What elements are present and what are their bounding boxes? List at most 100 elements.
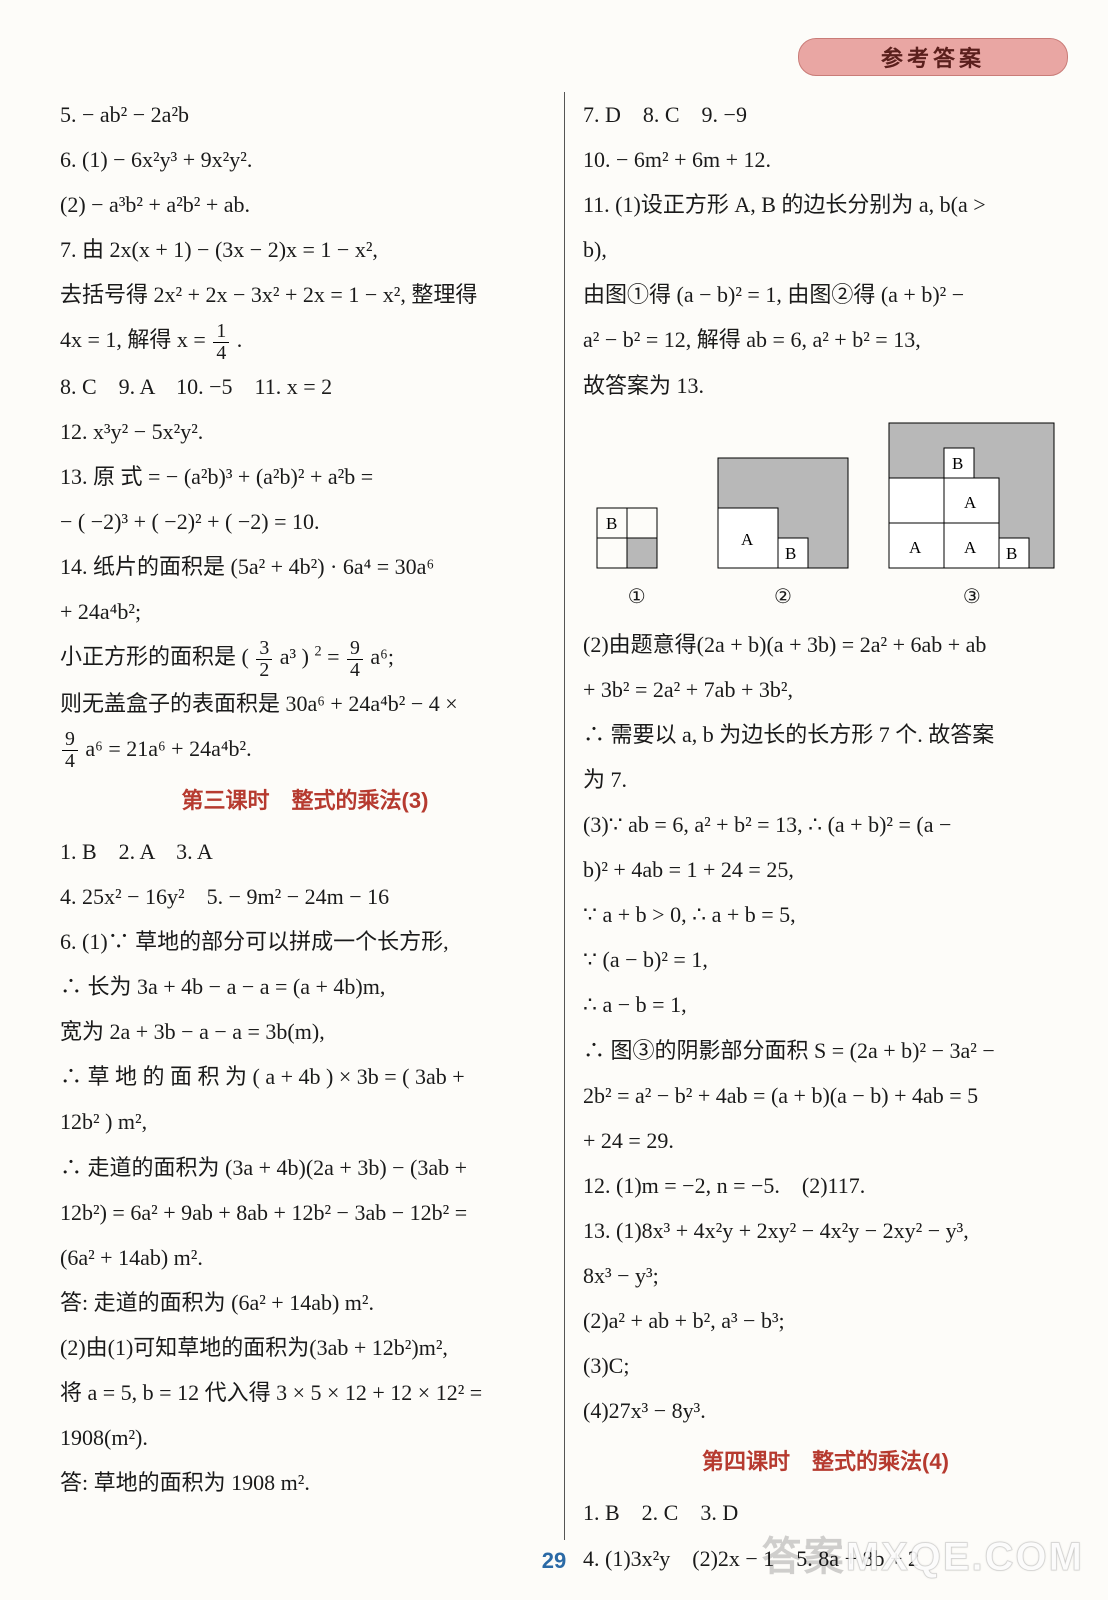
text-line: ∵ a + b > 0, ∴ a + b = 5,: [583, 892, 1068, 937]
text-line: 14. 纸片的面积是 (5a² + 4b²) · 6a⁴ = 30a⁶: [60, 544, 550, 589]
label-A: A: [741, 530, 754, 549]
text-line: 4. 25x² − 16y² 5. − 9m² − 24m − 16: [60, 874, 550, 919]
text-line: 94 a⁶ = 21a⁶ + 24a⁴b².: [60, 726, 550, 772]
text-line: 12b²) = 6a² + 9ab + 8ab + 12b² − 3ab − 1…: [60, 1190, 550, 1235]
fraction: 94: [347, 638, 363, 681]
text-line: 6. (1) − 6x²y³ + 9x²y².: [60, 137, 550, 182]
page-body: 5. − ab² − 2a²b 6. (1) − 6x²y³ + 9x²y². …: [60, 92, 1068, 1540]
text-line: b)² + 4ab = 1 + 24 = 25,: [583, 847, 1068, 892]
denominator: 4: [347, 660, 363, 681]
watermark: 答案MXQE.COM: [762, 1524, 1084, 1582]
text-line: 去括号得 2x² + 2x − 3x² + 2x = 1 − x², 整理得: [60, 272, 550, 317]
label-B: B: [606, 514, 617, 533]
fraction: 94: [62, 729, 78, 772]
label-A: A: [964, 493, 977, 512]
text-line: 4x = 1, 解得 x = 14 .: [60, 317, 550, 363]
text-frag: 小正方形的面积是: [60, 644, 242, 669]
label-B: B: [952, 454, 963, 473]
superscript: 2: [314, 644, 321, 660]
text-line: ∴ a − b = 1,: [583, 982, 1068, 1027]
text-frag: a³: [280, 644, 296, 669]
text-line: 答: 走道的面积为 (6a² + 14ab) m².: [60, 1280, 550, 1325]
text-line: 为 7.: [583, 757, 1068, 802]
figure-2: A B ②: [713, 453, 853, 618]
text-line: (2)由(1)可知草地的面积为(3ab + 12b²)m²,: [60, 1325, 550, 1370]
text-line: ∴ 草 地 的 面 积 为 ( a + 4b ) × 3b = ( 3ab +: [60, 1054, 550, 1099]
text-line: ∵ (a − b)² = 1,: [583, 937, 1068, 982]
figure-row: B ① A B ②: [583, 418, 1068, 618]
figure-label: ③: [963, 577, 981, 618]
text-line: (6a² + 14ab) m².: [60, 1235, 550, 1280]
text-line: 1. B 2. A 3. A: [60, 829, 550, 874]
text-frag: =: [327, 644, 345, 669]
text-line: b),: [583, 227, 1068, 272]
text-frag: (: [242, 644, 249, 669]
text-frag: a⁶ = 21a⁶ + 24a⁴b².: [85, 736, 251, 761]
text-line: 6. (1)∵ 草地的部分可以拼成一个长方形,: [60, 919, 550, 964]
text-line: (3)C;: [583, 1343, 1068, 1388]
text-line: 13. (1)8x³ + 4x²y + 2xy² − 4x²y − 2xy² −…: [583, 1208, 1068, 1253]
figure-1: B ①: [592, 483, 682, 618]
numerator: 9: [62, 729, 78, 751]
text-frag: a⁶;: [370, 644, 394, 669]
fraction: 32: [256, 638, 272, 681]
denominator: 4: [213, 343, 229, 364]
text-line: ∴ 走道的面积为 (3a + 4b)(2a + 3b) − (3ab +: [60, 1145, 550, 1190]
label-B: B: [1006, 544, 1017, 563]
numerator: 9: [347, 638, 363, 660]
diagram-3: B A A A B: [884, 418, 1059, 573]
denominator: 4: [62, 751, 78, 772]
label-A: A: [964, 538, 977, 557]
text-line: 由图①得 (a − b)² = 1, 由图②得 (a + b)² −: [583, 272, 1068, 317]
text-line: 1908(m²).: [60, 1415, 550, 1460]
text-line: + 24a⁴b²;: [60, 589, 550, 634]
text-line: 答: 草地的面积为 1908 m².: [60, 1460, 550, 1505]
text-line: 12b² ) m²,: [60, 1099, 550, 1144]
section-title-3: 第三课时 整式的乘法(3): [60, 778, 550, 823]
figure-label: ①: [628, 577, 646, 618]
text-line: (2) − a³b² + a²b² + ab.: [60, 182, 550, 227]
fraction: 14: [213, 321, 229, 364]
label-B: B: [785, 544, 796, 563]
left-column: 5. − ab² − 2a²b 6. (1) − 6x²y³ + 9x²y². …: [60, 92, 564, 1540]
watermark-right: MXQE.COM: [846, 1535, 1084, 1579]
text-line: (3)∵ ab = 6, a² + b² = 13, ∴ (a + b)² = …: [583, 802, 1068, 847]
text-line: 13. 原 式 = − (a²b)³ + (a²b)² + a²b =: [60, 454, 550, 499]
denominator: 2: [256, 660, 272, 681]
text-line: + 24 = 29.: [583, 1118, 1068, 1163]
text-line: 7. D 8. C 9. −9: [583, 92, 1068, 137]
text-line: 11. (1)设正方形 A, B 的边长分别为 a, b(a >: [583, 182, 1068, 227]
text-line: 将 a = 5, b = 12 代入得 3 × 5 × 12 + 12 × 12…: [60, 1370, 550, 1415]
text-line: 8. C 9. A 10. −5 11. x = 2: [60, 364, 550, 409]
text-frag: 4x = 1, 解得 x =: [60, 327, 211, 352]
watermark-left: 答案: [762, 1535, 846, 1579]
text-line: 小正方形的面积是 ( 32 a³ ) 2 = 94 a⁶;: [60, 634, 550, 680]
text-line: 8x³ − y³;: [583, 1253, 1068, 1298]
text-line: 5. − ab² − 2a²b: [60, 92, 550, 137]
text-line: 则无盖盒子的表面积是 30a⁶ + 24a⁴b² − 4 ×: [60, 681, 550, 726]
figure-label: ②: [774, 577, 792, 618]
text-line: 故答案为 13.: [583, 363, 1068, 408]
text-line: (2)由题意得(2a + b)(a + 3b) = 2a² + 6ab + ab: [583, 622, 1068, 667]
figure-3: B A A A B ③: [884, 418, 1059, 618]
text-line: (2)a² + ab + b², a³ − b³;: [583, 1298, 1068, 1343]
text-line: 10. − 6m² + 6m + 12.: [583, 137, 1068, 182]
text-line: − ( −2)³ + ( −2)² + ( −2) = 10.: [60, 499, 550, 544]
text-line: 12. x³y² − 5x²y².: [60, 409, 550, 454]
section-title-4: 第四课时 整式的乘法(4): [583, 1439, 1068, 1484]
text-line: 2b² = a² − b² + 4ab = (a + b)(a − b) + 4…: [583, 1073, 1068, 1118]
answer-key-badge: 参考答案: [798, 38, 1068, 76]
diagram-1: B: [592, 483, 682, 573]
text-frag: .: [237, 327, 243, 352]
text-line: a² − b² = 12, 解得 ab = 6, a² + b² = 13,: [583, 317, 1068, 362]
text-line: + 3b² = 2a² + 7ab + 3b²,: [583, 667, 1068, 712]
text-frag: ): [302, 644, 309, 669]
text-line: ∴ 需要以 a, b 为边长的长方形 7 个. 故答案: [583, 712, 1068, 757]
text-line: 7. 由 2x(x + 1) − (3x − 2)x = 1 − x²,: [60, 227, 550, 272]
numerator: 3: [256, 638, 272, 660]
text-line: 12. (1)m = −2, n = −5. (2)117.: [583, 1163, 1068, 1208]
right-column: 7. D 8. C 9. −9 10. − 6m² + 6m + 12. 11.…: [564, 92, 1068, 1540]
text-line: ∴ 图③的阴影部分面积 S = (2a + b)² − 3a² −: [583, 1028, 1068, 1073]
text-line: 宽为 2a + 3b − a − a = 3b(m),: [60, 1009, 550, 1054]
numerator: 1: [213, 321, 229, 343]
